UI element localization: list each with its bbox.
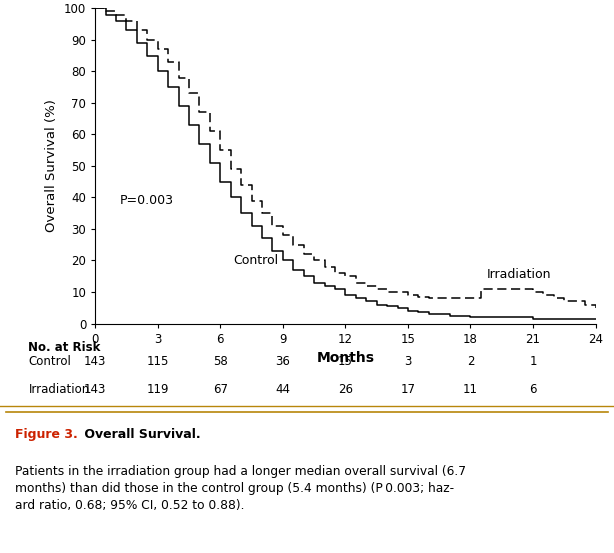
Text: 11: 11: [463, 383, 478, 396]
Text: 119: 119: [147, 383, 169, 396]
Y-axis label: Overall Survival (%): Overall Survival (%): [45, 100, 58, 232]
Text: Control: Control: [28, 356, 71, 368]
Text: Control: Control: [233, 254, 278, 267]
Text: 26: 26: [338, 383, 353, 396]
X-axis label: Months: Months: [316, 351, 375, 365]
Text: Irradiation: Irradiation: [487, 268, 551, 281]
Text: Overall Survival.: Overall Survival.: [80, 429, 200, 441]
Text: Figure 3.: Figure 3.: [15, 429, 78, 441]
Text: No. at Risk: No. at Risk: [28, 341, 101, 354]
Text: P=0.003: P=0.003: [120, 194, 174, 207]
Text: Patients in the irradiation group had a longer median overall survival (6.7
mont: Patients in the irradiation group had a …: [15, 465, 467, 512]
Text: 58: 58: [213, 356, 228, 368]
Text: 36: 36: [276, 356, 290, 368]
Text: 143: 143: [84, 383, 106, 396]
Text: 143: 143: [84, 356, 106, 368]
Text: 115: 115: [147, 356, 169, 368]
Text: 1: 1: [529, 356, 537, 368]
Text: 44: 44: [275, 383, 290, 396]
Text: 3: 3: [404, 356, 411, 368]
Text: 67: 67: [213, 383, 228, 396]
Text: 15: 15: [338, 356, 353, 368]
Text: Irradiation: Irradiation: [28, 383, 90, 396]
Text: 17: 17: [400, 383, 416, 396]
Text: 2: 2: [467, 356, 474, 368]
Text: 6: 6: [529, 383, 537, 396]
